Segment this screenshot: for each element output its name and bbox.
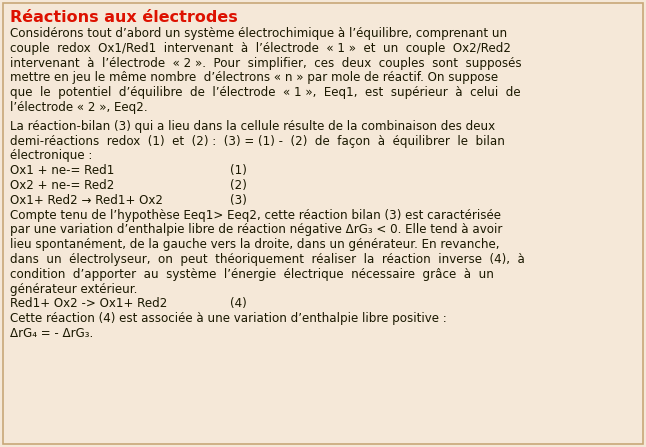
Text: (3): (3)	[230, 194, 247, 207]
Text: Ox2 + ne-= Red2: Ox2 + ne-= Red2	[10, 179, 114, 192]
Text: Réactions aux électrodes: Réactions aux électrodes	[10, 10, 238, 25]
FancyBboxPatch shape	[3, 3, 643, 444]
Text: Compte tenu de l’hypothèse Eeq1> Eeq2, cette réaction bilan (3) est caractérisée: Compte tenu de l’hypothèse Eeq1> Eeq2, c…	[10, 209, 501, 222]
Text: Cette réaction (4) est associée à une variation d’enthalpie libre positive :: Cette réaction (4) est associée à une va…	[10, 312, 447, 325]
Text: demi-réactions  redox  (1)  et  (2) :  (3) = (1) -  (2)  de  façon  à  équilibre: demi-réactions redox (1) et (2) : (3) = …	[10, 135, 505, 148]
Text: mettre en jeu le même nombre  d’électrons « n » par mole de réactif. On suppose: mettre en jeu le même nombre d’électrons…	[10, 72, 498, 84]
Text: ΔrG₄ = - ΔrG₃.: ΔrG₄ = - ΔrG₃.	[10, 327, 93, 340]
Text: dans  un  électrolyseur,  on  peut  théoriquement  réaliser  la  réaction  inver: dans un électrolyseur, on peut théorique…	[10, 253, 525, 266]
Text: condition  d’apporter  au  système  l’énergie  électrique  nécessaire  grâce  à : condition d’apporter au système l’énergi…	[10, 268, 494, 281]
Text: Ox1 + ne-= Red1: Ox1 + ne-= Red1	[10, 164, 114, 177]
Text: électronique :: électronique :	[10, 149, 92, 162]
Text: (4): (4)	[230, 297, 247, 310]
Text: Ox1+ Red2 → Red1+ Ox2: Ox1+ Red2 → Red1+ Ox2	[10, 194, 163, 207]
Text: couple  redox  Ox1/Red1  intervenant  à  l’électrode  « 1 »  et  un  couple  Ox2: couple redox Ox1/Red1 intervenant à l’él…	[10, 42, 511, 55]
Text: (2): (2)	[230, 179, 247, 192]
Text: lieu spontanément, de la gauche vers la droite, dans un générateur. En revanche,: lieu spontanément, de la gauche vers la …	[10, 238, 499, 251]
Text: par une variation d’enthalpie libre de réaction négative ΔrG₃ < 0. Elle tend à a: par une variation d’enthalpie libre de r…	[10, 224, 503, 236]
Text: (1): (1)	[230, 164, 247, 177]
Text: l’électrode « 2 », Eeq2.: l’électrode « 2 », Eeq2.	[10, 101, 148, 114]
Text: que  le  potentiel  d’équilibre  de  l’électrode  « 1 »,  Eeq1,  est  supérieur : que le potentiel d’équilibre de l’électr…	[10, 86, 521, 99]
Text: Red1+ Ox2 -> Ox1+ Red2: Red1+ Ox2 -> Ox1+ Red2	[10, 297, 167, 310]
Text: La réaction-bilan (3) qui a lieu dans la cellule résulte de la combinaison des d: La réaction-bilan (3) qui a lieu dans la…	[10, 120, 495, 133]
Text: Considérons tout d’abord un système électrochimique à l’équilibre, comprenant un: Considérons tout d’abord un système élec…	[10, 27, 507, 40]
Text: générateur extérieur.: générateur extérieur.	[10, 283, 138, 295]
Text: intervenant  à  l’électrode  « 2 ».  Pour  simplifier,  ces  deux  couples  sont: intervenant à l’électrode « 2 ». Pour si…	[10, 57, 521, 70]
